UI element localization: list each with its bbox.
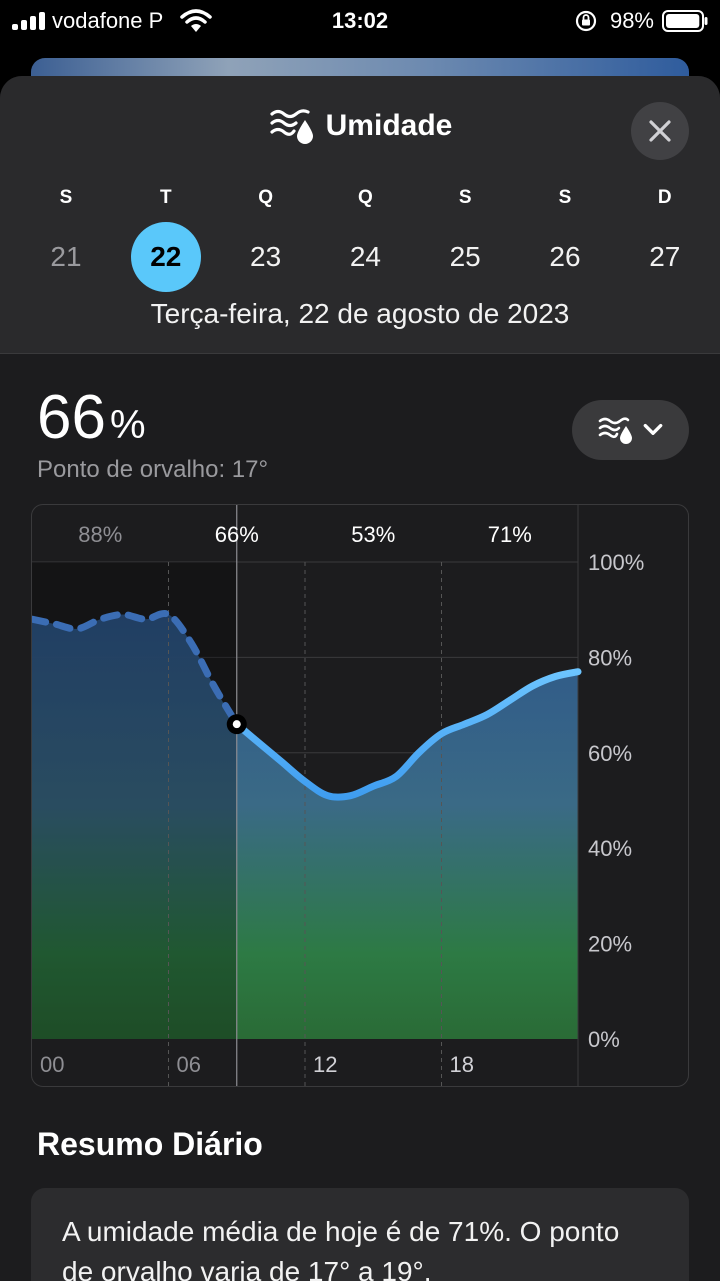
day-number[interactable]: 24	[349, 241, 381, 272]
status-bar: vodafone P 13:02 98%	[0, 0, 720, 44]
humidity-sheet: Umidade S 21 T 22 Q 23 Q 24 S 25 S 26 D 27 Terça-feir…	[0, 76, 720, 1281]
page-title: Umidade	[325, 109, 453, 142]
close-button[interactable]	[631, 102, 689, 160]
day-number[interactable]: 23	[250, 241, 282, 272]
y-tick-label: 20%	[588, 932, 632, 957]
y-tick-label: 80%	[588, 645, 632, 670]
day-number[interactable]: 26	[549, 241, 581, 272]
weekday-label: S	[458, 187, 472, 208]
day-number-selected[interactable]: 22	[130, 222, 201, 292]
weekday-label: S	[558, 187, 572, 208]
title-row: Umidade	[0, 106, 720, 158]
daily-summary-title: Resumo Diário	[37, 1126, 263, 1162]
x-tick-label: 06	[177, 1052, 201, 1077]
selected-date: Terça-feira, 22 de agosto de 2023	[150, 298, 570, 329]
day-3[interactable]: Q 24	[325, 184, 405, 292]
day-2[interactable]: Q 23	[226, 184, 306, 292]
day-4[interactable]: S 25	[425, 184, 505, 292]
weekday-label: S	[59, 187, 73, 208]
y-tick-label: 0%	[588, 1027, 620, 1052]
y-tick-label: 40%	[588, 836, 632, 861]
current-humidity-value: 66	[37, 383, 106, 452]
daily-summary-text: A umidade média de hoje é de 71%. O pont…	[62, 1216, 620, 1281]
carrier-name: vodafone P	[52, 8, 164, 33]
current-point	[232, 720, 241, 729]
cellular-signal-icon	[12, 12, 46, 30]
day-6[interactable]: D 27	[625, 184, 705, 292]
day-number[interactable]: 21	[50, 241, 82, 272]
chevron-down-icon	[643, 423, 662, 435]
top-label-1: 66%	[215, 522, 259, 547]
weekday-label: T	[159, 187, 172, 208]
humidity-icon	[598, 417, 632, 444]
dew-point: Ponto de orvalho: 17°	[37, 456, 269, 483]
close-icon	[649, 120, 671, 142]
day-1[interactable]: T 22	[126, 184, 206, 292]
sheet-header: Umidade S 21 T 22 Q 23 Q 24 S 25 S 26 D 27 Terça-feir…	[0, 76, 720, 354]
y-tick-label: 60%	[588, 741, 632, 766]
humidity-chart[interactable]: 88% 66% 53% 71% 100% 80% 60% 40% 20% 0% 00 06 12 18	[31, 504, 689, 1087]
day-0[interactable]: S 21	[26, 184, 106, 292]
top-label-0: 88%	[78, 522, 122, 547]
orientation-lock-icon	[575, 10, 597, 32]
x-tick-label: 12	[313, 1052, 337, 1077]
y-tick-label: 100%	[588, 550, 644, 575]
day-number[interactable]: 27	[649, 241, 681, 272]
wifi-icon	[180, 9, 212, 32]
weekday-label: D	[657, 187, 672, 208]
x-tick-label: 00	[40, 1052, 64, 1077]
current-humidity-unit: %	[109, 403, 146, 447]
battery-percentage: 98%	[609, 8, 654, 33]
past-humidity-line	[32, 610, 241, 728]
daily-summary-card: A umidade média de hoje é de 71%. O pont…	[31, 1188, 689, 1281]
day-5[interactable]: S 26	[525, 184, 605, 292]
weekday-label: Q	[358, 187, 373, 208]
forecast-humidity-line	[233, 668, 582, 801]
humidity-icon	[270, 109, 313, 144]
battery-icon	[662, 10, 708, 32]
current-humidity: 66%	[37, 382, 146, 453]
x-tick-label: 18	[450, 1052, 474, 1077]
past-dim-overlay	[32, 562, 237, 1039]
day-number[interactable]: 25	[449, 241, 481, 272]
top-label-3: 71%	[488, 522, 532, 547]
weekday-label: Q	[258, 187, 273, 208]
humidity-chart-svg: 88% 66% 53% 71% 100% 80% 60% 40% 20% 0% 00 06 12 18	[32, 505, 644, 1086]
metric-selector-button[interactable]	[572, 400, 689, 460]
top-label-2: 53%	[351, 522, 395, 547]
